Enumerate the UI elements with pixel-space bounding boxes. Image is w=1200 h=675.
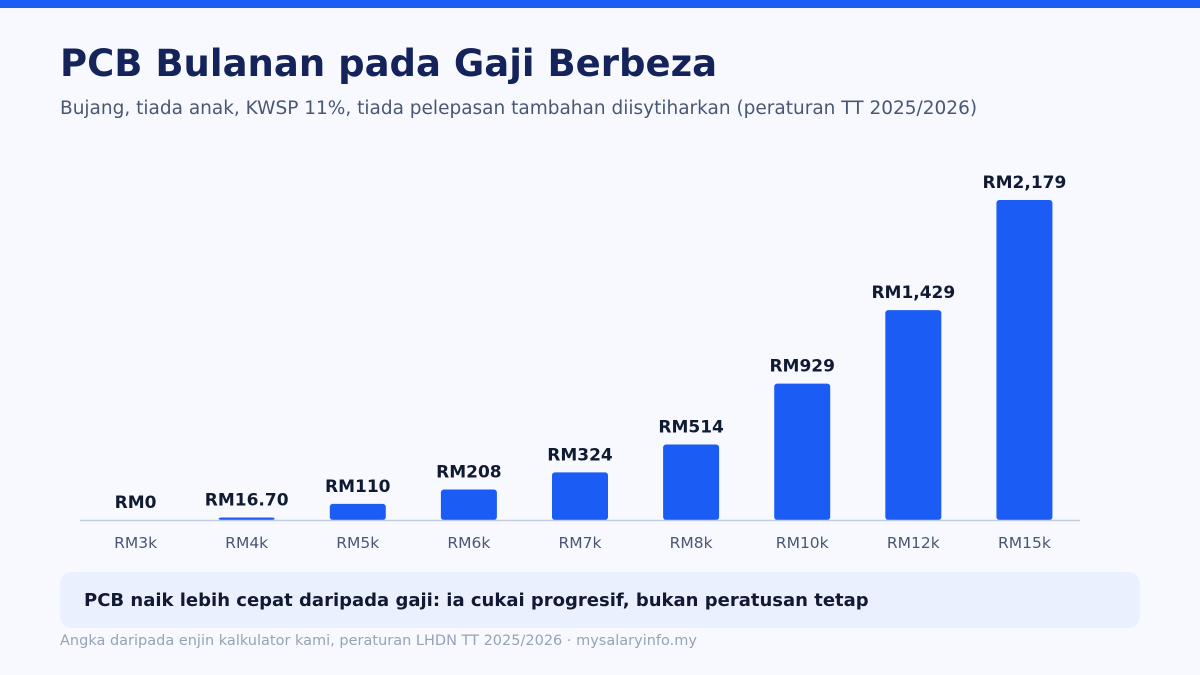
page-title: PCB Bulanan pada Gaji Berbeza: [60, 42, 718, 85]
bar-value-label: RM1,429: [871, 283, 955, 303]
bar-value-label: RM929: [769, 357, 835, 377]
x-tick-label: RM4k: [225, 534, 268, 552]
bar-rm5k: [329, 503, 386, 520]
bar-rm8k: [663, 444, 720, 520]
bar-rm10k: [774, 383, 831, 520]
x-tick-label: RM3k: [114, 534, 157, 552]
x-tick-label: RM12k: [887, 534, 940, 552]
x-tick-label: RM10k: [776, 534, 829, 552]
bar-value-label: RM0: [115, 493, 157, 513]
bars-group: RM0 RM3k RM16.70 RM4k RM110 RM5k RM208 RM6k RM32…: [114, 173, 1066, 552]
x-tick-label: RM7k: [559, 534, 602, 552]
insight-callout-text: PCB naik lebih cepat daripada gaji: ia c…: [84, 589, 869, 611]
bar-value-label: RM324: [547, 445, 613, 465]
bar-value-label: RM110: [325, 477, 391, 497]
source-footer: Angka daripada enjin kalkulator kami, pe…: [60, 633, 697, 649]
top-accent-bar: [0, 0, 1200, 8]
bar-value-label: RM514: [658, 418, 724, 438]
bar-value-label: RM2,179: [983, 173, 1067, 193]
x-tick-label: RM8k: [670, 534, 713, 552]
x-tick-label: RM6k: [447, 534, 490, 552]
bar-value-label: RM16.70: [205, 491, 289, 511]
x-tick-label: RM5k: [336, 534, 379, 552]
bar-rm4k: [218, 517, 275, 520]
bar-rm7k: [552, 472, 608, 520]
insight-callout: PCB naik lebih cepat daripada gaji: ia c…: [60, 572, 1140, 628]
bar-rm15k: [996, 200, 1053, 520]
bar-rm6k: [440, 489, 497, 520]
bar-rm12k: [885, 310, 942, 520]
bar-value-label: RM208: [436, 462, 502, 482]
x-tick-label: RM15k: [998, 534, 1051, 552]
page-subtitle: Bujang, tiada anak, KWSP 11%, tiada pele…: [60, 98, 978, 119]
